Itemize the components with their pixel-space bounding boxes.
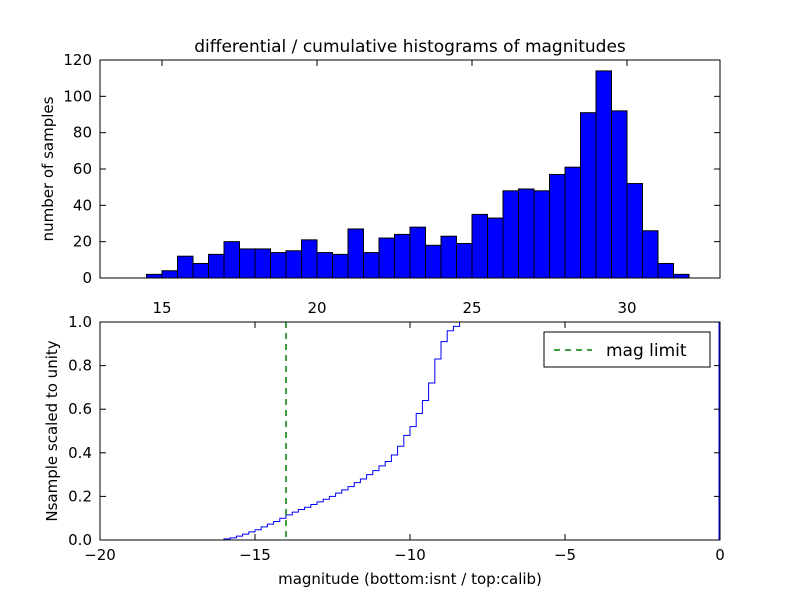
histogram-bar-22 [487,217,504,279]
histogram-bar-7 [254,248,271,279]
histogram-bar-27 [564,166,581,279]
histogram-bar-8 [270,252,287,279]
histogram-bar-16 [394,233,411,279]
histogram-bar-15 [378,237,395,279]
bottom-y-axis-label: Nsample scaled to unity [43,340,61,521]
top-y-tick-label-5: 100 [63,87,92,105]
top-y-tick-label-1: 20 [73,233,92,251]
histogram-bar-33 [657,262,674,279]
histogram-bar-20 [456,242,473,279]
histogram-bar-26 [549,173,566,279]
histogram-bar-2 [177,255,194,279]
top-y-axis-label: number of samples [39,96,57,241]
bottom-y-tick-label-3: 0.6 [68,400,92,418]
histogram-bar-3 [192,262,209,279]
bottom-y-tick-label-4: 0.8 [68,357,92,375]
top-x-tick-label-2: 25 [462,299,481,317]
chart-title: differential / cumulative histograms of … [194,37,626,57]
histogram-bar-9 [285,250,302,279]
histogram-bar-4 [208,253,225,279]
top-y-tick-label-6: 120 [63,51,92,69]
top-x-tick-label-1: 20 [307,299,326,317]
bottom-plot-frame [99,321,721,541]
bottom-x-tick-label-2: −10 [394,546,426,564]
differential-histogram-panel: differential / cumulative histograms of … [39,37,721,317]
histogram-bar-0 [146,273,163,279]
histogram-bar-30 [611,110,628,279]
histogram-bar-6 [239,248,256,279]
top-x-tick-label-3: 30 [617,299,636,317]
histogram-bar-10 [301,239,318,279]
bottom-x-tick-label-4: 0 [715,546,725,564]
top-y-tick-label-2: 40 [73,196,92,214]
cumulative-step-line [100,321,472,541]
histogram-bar-23 [502,190,519,279]
cumulative-histogram-panel: Nsample scaled to unity magnitude (botto… [43,313,725,588]
histogram-bar-12 [332,253,349,279]
histogram-bar-19 [440,235,457,279]
histogram-bar-17 [409,226,426,279]
histogram-bar-25 [533,190,550,279]
histogram-bar-1 [161,270,178,279]
bottom-x-tick-label-1: −15 [239,546,271,564]
bottom-x-axis-label: magnitude (bottom:isnt / top:calib) [278,570,542,588]
top-y-tick-label-4: 80 [73,124,92,142]
top-y-tick-label-0: 0 [82,269,92,287]
bottom-x-tick-label-3: −5 [554,546,576,564]
histogram-bar-29 [595,70,612,279]
legend: mag limit [543,331,711,368]
top-y-tick-label-3: 60 [73,160,92,178]
histogram-bar-31 [626,183,643,279]
legend-label-mag-limit: mag limit [606,341,687,361]
bottom-y-tick-label-1: 0.2 [68,487,92,505]
histogram-bar-11 [316,252,333,279]
top-x-tick-label-0: 15 [152,299,171,317]
top-plot-frame [99,59,721,279]
histogram-bar-14 [363,252,380,279]
histogram-bar-34 [673,273,690,279]
histogram-bar-24 [518,188,535,279]
bottom-y-tick-label-5: 1.0 [68,313,92,331]
bottom-x-tick-label-0: −20 [84,546,116,564]
histogram-bar-5 [223,241,240,279]
histogram-bar-32 [642,230,659,279]
bottom-y-tick-label-2: 0.4 [68,444,92,462]
histogram-bar-18 [425,244,442,279]
legend-box [543,331,711,368]
histogram-bar-13 [347,228,364,279]
bottom-y-tick-label-0: 0.0 [68,531,92,549]
histogram-bar-21 [471,213,488,279]
histogram-bar-28 [580,112,597,279]
